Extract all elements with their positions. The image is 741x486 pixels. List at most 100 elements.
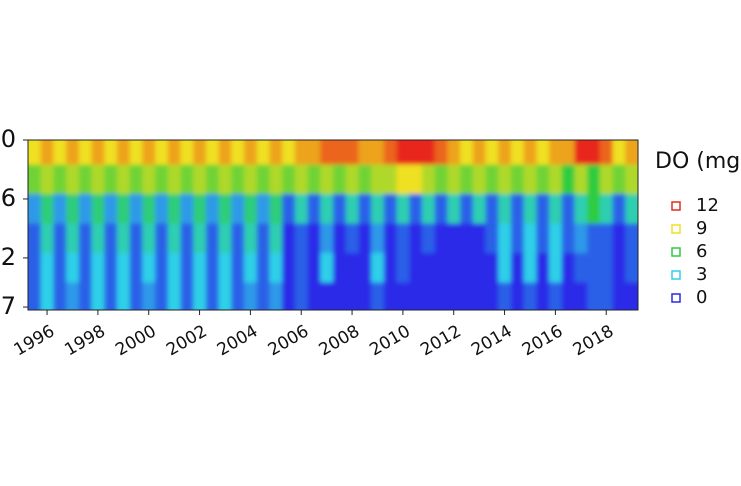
heatmap-cell	[333, 194, 347, 225]
heatmap-cell	[510, 194, 525, 225]
heatmap-cell	[472, 140, 486, 166]
heatmap-cell	[599, 164, 614, 195]
heatmap-cell	[371, 282, 385, 310]
heatmap-cell	[269, 164, 283, 195]
heatmap-cell	[612, 282, 626, 310]
heatmap-cell	[421, 194, 436, 225]
heatmap-cell	[320, 140, 334, 166]
heatmap-cell	[536, 223, 550, 254]
heatmap-cell	[116, 194, 131, 225]
heatmap-cell	[193, 223, 207, 254]
heatmap-cell	[53, 194, 67, 225]
heatmap-cell	[155, 282, 169, 310]
heatmap-cell	[78, 164, 93, 195]
heatmap-cell	[574, 164, 588, 195]
heatmap-cell	[485, 140, 499, 166]
heatmap-cell	[66, 164, 80, 195]
heatmap-cell	[447, 282, 461, 310]
heatmap-cell	[193, 282, 207, 310]
heatmap-cell	[549, 194, 563, 225]
heatmap-cell	[91, 194, 105, 225]
heatmap-cell	[599, 194, 614, 225]
heatmap-cell	[574, 253, 588, 283]
heatmap-cell	[218, 223, 232, 254]
heatmap-cell	[155, 253, 169, 283]
heatmap-cell	[205, 253, 220, 283]
heatmap-cell	[256, 140, 270, 166]
heatmap-cell	[523, 164, 537, 195]
x-tick-label: 1998	[61, 321, 108, 360]
heatmap-cell	[269, 282, 283, 310]
heatmap-cell	[434, 194, 448, 225]
heatmap-cell	[625, 140, 638, 166]
heatmap-cell	[383, 282, 398, 310]
heatmap-cell	[409, 140, 423, 166]
heatmap-cell	[218, 253, 232, 283]
heatmap-cell	[256, 194, 270, 225]
heatmap-cell	[116, 253, 131, 283]
heatmap-cell	[40, 140, 54, 166]
heatmap-cell	[28, 282, 42, 310]
heatmap-cell	[396, 223, 410, 254]
heatmap-cell	[549, 282, 563, 310]
heatmap-cell	[396, 164, 410, 195]
x-tick-label: 2004	[214, 321, 261, 360]
heatmap-cell	[282, 223, 296, 254]
heatmap-cell	[421, 164, 436, 195]
heatmap-cell	[180, 253, 194, 283]
heatmap-cell	[218, 282, 232, 310]
heatmap-cell	[599, 223, 614, 254]
heatmap-cell	[28, 223, 42, 254]
heatmap-cell	[66, 253, 80, 283]
heatmap-cell	[244, 194, 258, 225]
heatmap-cell	[231, 282, 245, 310]
y-tick-label: 7	[1, 292, 16, 320]
heatmap-cell	[472, 164, 486, 195]
heatmap-cell	[142, 253, 156, 283]
heatmap-cell	[536, 282, 550, 310]
heatmap-cell	[333, 282, 347, 310]
heatmap-cell	[167, 140, 181, 166]
heatmap-cell	[129, 223, 143, 254]
heatmap-cell	[574, 223, 588, 254]
heatmap-cell	[434, 223, 448, 254]
y-tick-label: 6	[1, 184, 16, 212]
heatmap-cell	[78, 194, 93, 225]
heatmap-cell	[142, 282, 156, 310]
heatmap-cell	[155, 223, 169, 254]
heatmap-cell	[104, 164, 118, 195]
heatmap-cell	[561, 194, 575, 225]
heatmap-cell	[498, 282, 512, 310]
heatmap-cell	[371, 194, 385, 225]
heatmap-cell	[409, 253, 423, 283]
heatmap-cell	[66, 140, 80, 166]
heatmap-cell	[307, 253, 321, 283]
heatmap-cell	[587, 164, 601, 195]
heatmap-cell	[167, 223, 181, 254]
heatmap-cell	[358, 164, 372, 195]
heatmap-cell	[587, 282, 601, 310]
heatmap-cell	[116, 223, 131, 254]
heatmap-cell	[78, 282, 93, 310]
heatmap-cell	[244, 164, 258, 195]
heatmap-cell	[28, 194, 42, 225]
heatmap-cell	[104, 140, 118, 166]
heatmap-cell	[180, 140, 194, 166]
heatmap-cell	[142, 164, 156, 195]
heatmap-cell	[371, 253, 385, 283]
legend-swatch	[671, 247, 681, 257]
heatmap-cell	[561, 282, 575, 310]
heatmap-cell	[320, 194, 334, 225]
heatmap-cell	[269, 140, 283, 166]
heatmap-cell	[282, 282, 296, 310]
legend-title: DO (mg	[655, 149, 740, 174]
heatmap-cell	[256, 223, 270, 254]
heatmap-cell	[129, 282, 143, 310]
heatmap-cell	[294, 282, 309, 310]
heatmap-cell	[269, 194, 283, 225]
heatmap-cell	[53, 282, 67, 310]
heatmap-cell	[333, 253, 347, 283]
heatmap-cell	[345, 282, 359, 310]
heatmap-cell	[485, 164, 499, 195]
heatmap-cell	[116, 164, 131, 195]
